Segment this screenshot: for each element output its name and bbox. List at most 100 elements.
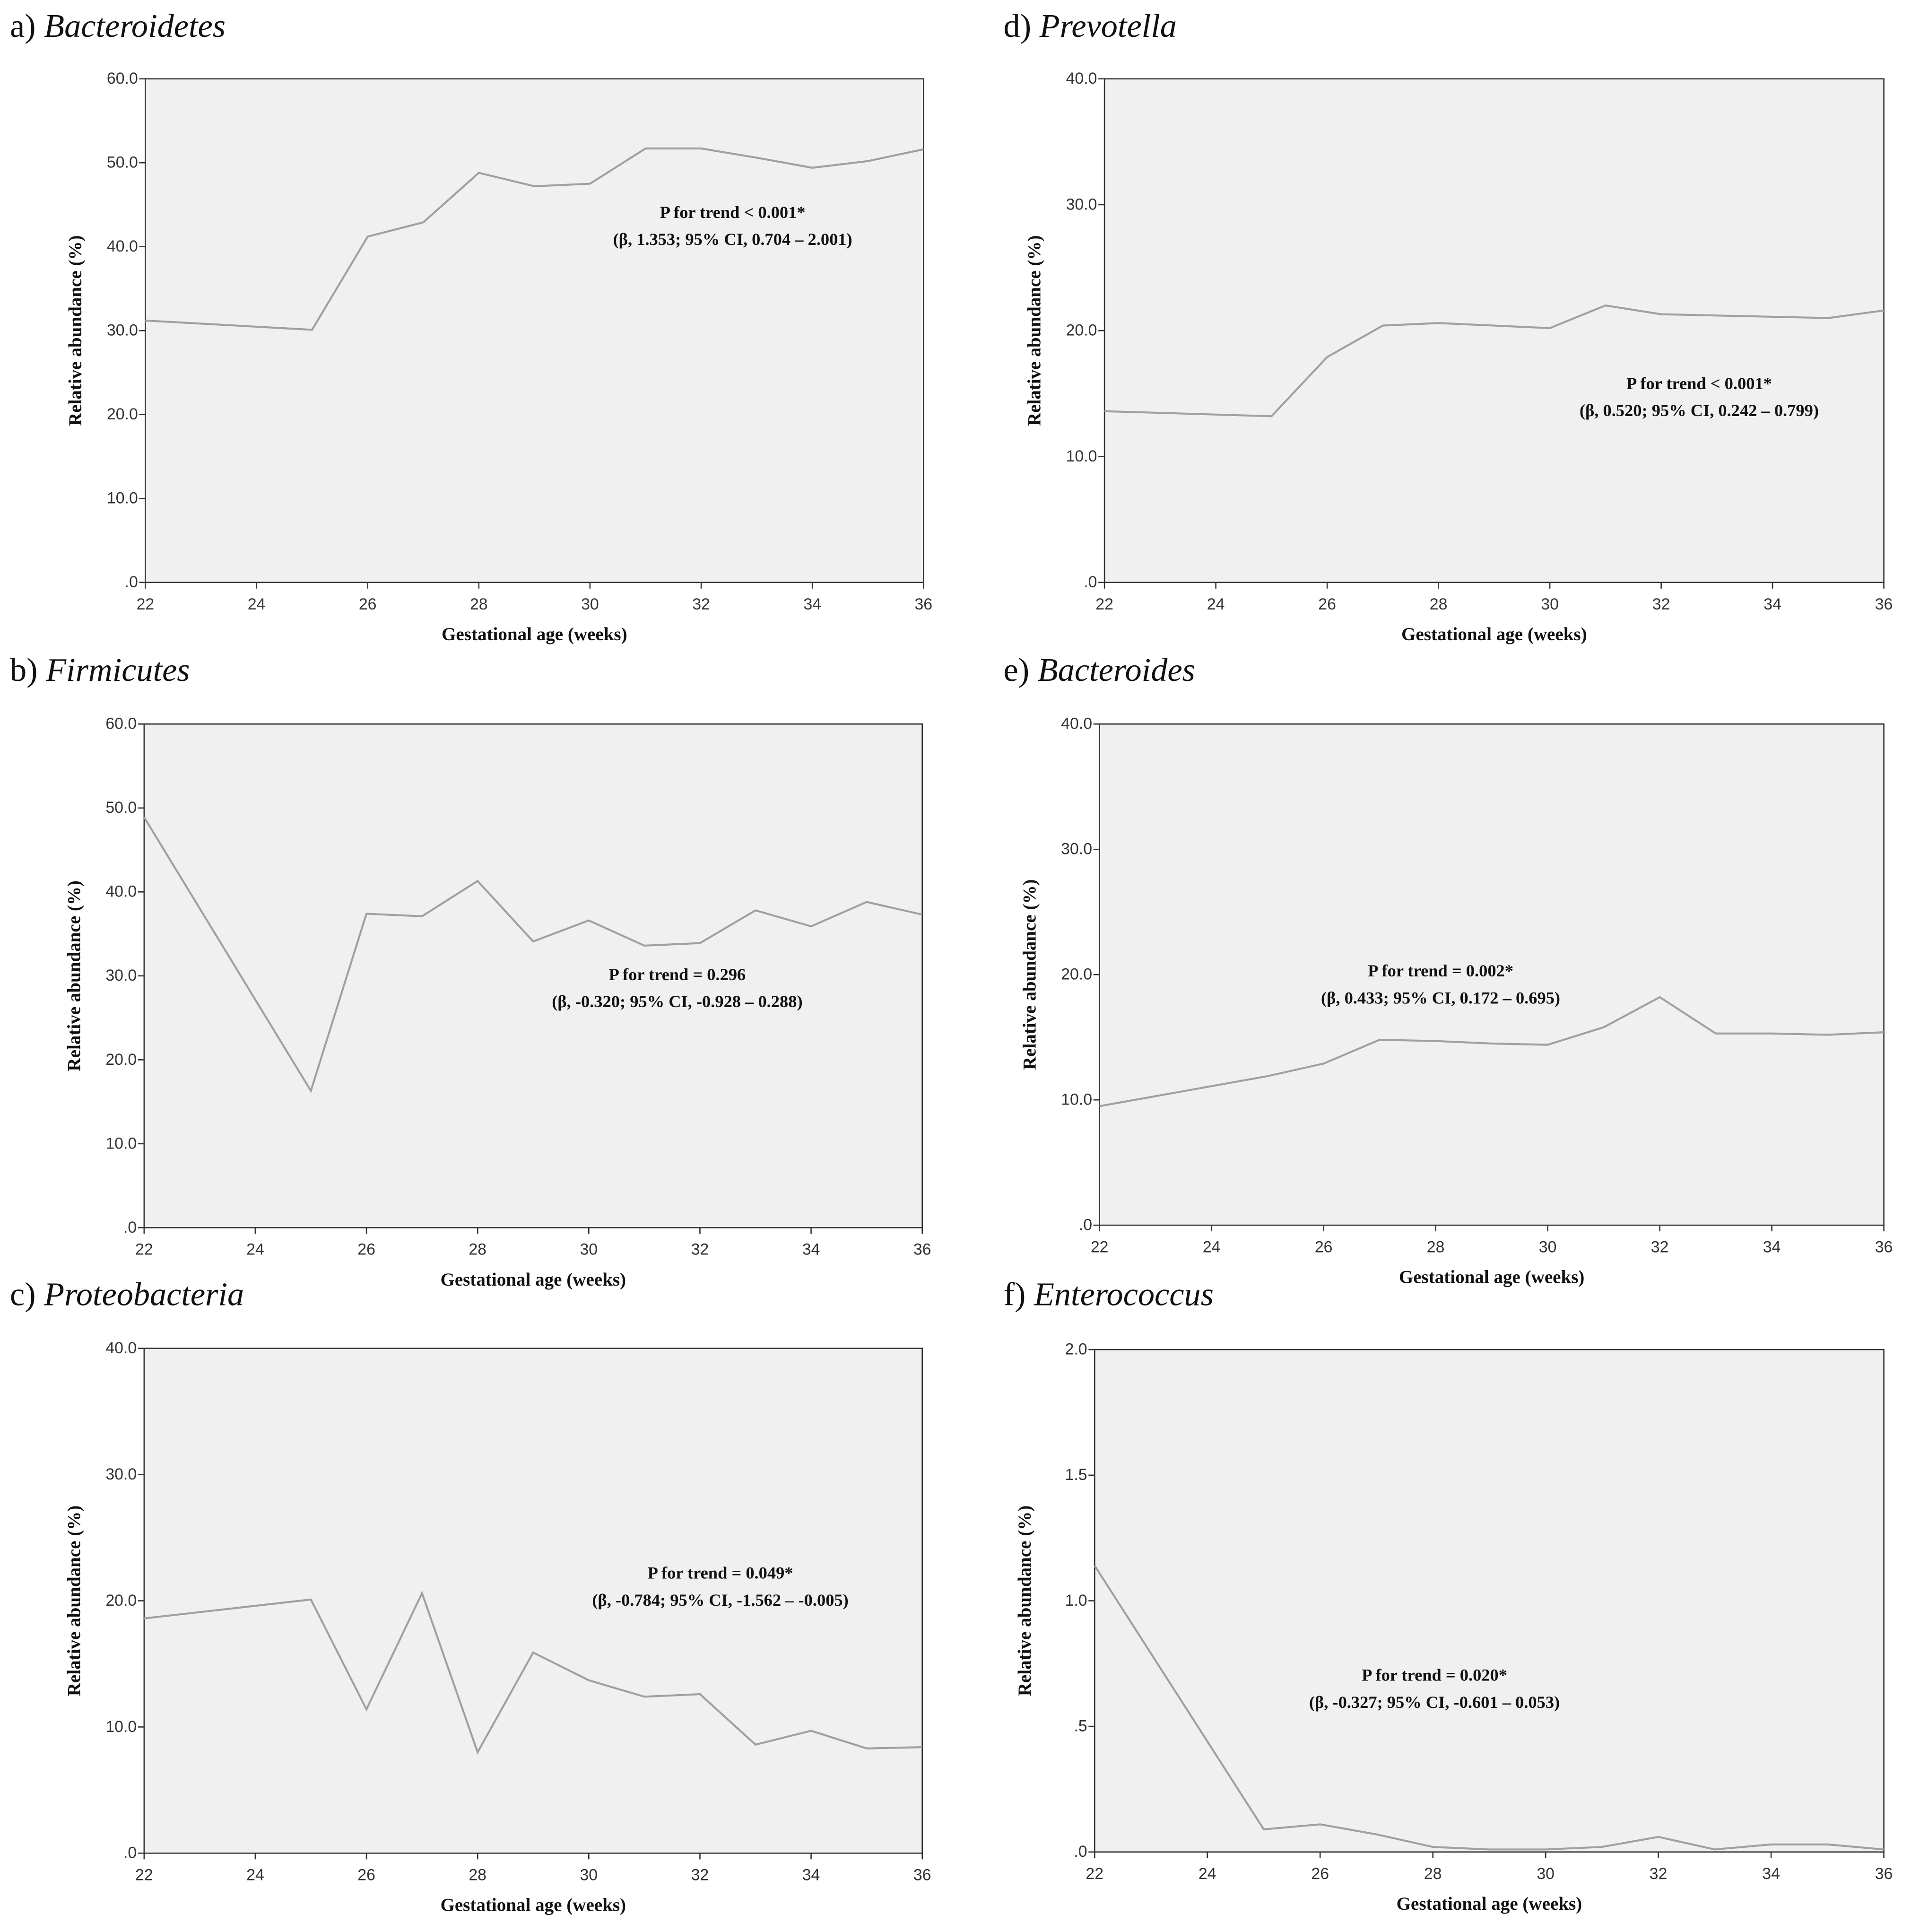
x-tick-label: 34 (1763, 1238, 1781, 1256)
x-tick-label: 34 (1762, 1865, 1780, 1883)
panel-title: c) Proteobacteria (10, 1276, 244, 1313)
x-tick-label: 24 (248, 595, 266, 613)
x-tick-label: 22 (1091, 1238, 1109, 1256)
x-tick-label: 22 (135, 1866, 153, 1884)
panel-label: c) (10, 1276, 36, 1313)
y-axis-label: Relative abundance (%) (1019, 879, 1040, 1070)
annotation: P for trend = 0.049* (648, 1564, 793, 1583)
x-tick-label: 28 (469, 1866, 486, 1884)
x-tick-label: 28 (470, 595, 488, 613)
data-line (144, 1590, 922, 1755)
annotation: (β, 0.520; 95% CI, 0.242 – 0.799) (1580, 401, 1819, 420)
x-axis-label: Gestational age (weeks) (440, 1895, 626, 1915)
y-tick-label: 50.0 (105, 799, 137, 817)
x-tick-label: 30 (580, 1866, 598, 1884)
panel-name: Firmicutes (45, 652, 190, 688)
data-line (145, 147, 924, 331)
x-tick-label: 22 (135, 1241, 153, 1259)
x-tick-label: 24 (246, 1866, 264, 1884)
y-tick-label: 1.0 (1065, 1592, 1087, 1610)
x-tick-label: 36 (1875, 1238, 1893, 1256)
x-tick-label: 36 (913, 1241, 931, 1259)
y-tick-label: 60.0 (107, 70, 138, 87)
y-axis-label: Relative abundance (%) (64, 1506, 84, 1696)
panel: d) Prevotella .0 10.0 20.0 30.0 40.0 22 24 26 28 3… (1004, 8, 1893, 644)
panel-name: Prevotella (1039, 8, 1177, 44)
plot-area (1099, 723, 1885, 1226)
y-tick-label: 10.0 (105, 1718, 137, 1736)
y-tick-label: .5 (1074, 1717, 1087, 1735)
x-tick-label: 32 (1651, 1238, 1669, 1256)
data-line (1104, 304, 1884, 418)
panel-title: d) Prevotella (1004, 8, 1177, 44)
x-tick-label: 26 (1318, 595, 1336, 613)
y-tick-label: 10.0 (107, 489, 138, 507)
y-tick-label: .0 (1074, 1843, 1087, 1861)
panel-label: a) (10, 8, 36, 44)
y-tick-label: 30.0 (105, 1465, 137, 1483)
x-tick-label: 32 (691, 1241, 709, 1259)
x-tick-label: 22 (137, 595, 155, 613)
plot-area (145, 78, 924, 583)
y-tick-label: 40.0 (107, 237, 138, 255)
data-line (1094, 1565, 1884, 1851)
y-tick-label: .0 (125, 573, 138, 591)
x-tick-label: 26 (357, 1866, 375, 1884)
y-tick-label: 30.0 (107, 322, 138, 339)
panel: b) Firmicutes .0 10.0 20.0 30.0 40.0 50.0 60.0 2… (10, 652, 931, 1290)
y-tick-label: 30.0 (1066, 195, 1097, 213)
y-tick-label: 40.0 (1061, 715, 1092, 733)
x-tick-label: 36 (1875, 595, 1893, 613)
panel-label: f) (1004, 1276, 1026, 1313)
annotation: (β, 0.433; 95% CI, 0.172 – 0.695) (1321, 988, 1560, 1007)
annotation: P for trend < 0.001* (1626, 374, 1772, 393)
y-tick-label: 10.0 (1066, 447, 1097, 465)
annotation: P for trend = 0.020* (1362, 1666, 1507, 1685)
panel-label: b) (10, 652, 38, 688)
x-tick-label: 34 (802, 1866, 820, 1884)
panel-title: b) Firmicutes (10, 652, 190, 688)
plot-area (143, 723, 923, 1228)
x-tick-label: 30 (580, 1241, 598, 1259)
x-tick-label: 26 (1311, 1865, 1329, 1883)
panel: f) Enterococcus .0 .5 1.0 1.5 2.0 22 24 26 28 30 32… (1004, 1276, 1893, 1914)
annotation: (β, 1.353; 95% CI, 0.704 – 2.001) (613, 230, 852, 249)
y-tick-label: 40.0 (105, 883, 137, 901)
annotation: (β, -0.327; 95% CI, -0.601 – 0.053) (1309, 1693, 1560, 1712)
panel-name: Proteobacteria (43, 1276, 244, 1313)
y-axis-label: Relative abundance (%) (65, 235, 86, 426)
annotation: P for trend < 0.001* (660, 203, 806, 222)
x-tick-label: 22 (1095, 595, 1113, 613)
y-tick-label: 40.0 (1066, 70, 1097, 87)
x-tick-label: 34 (1763, 595, 1781, 613)
annotation: (β, -0.320; 95% CI, -0.928 – 0.288) (552, 992, 802, 1011)
x-tick-label: 36 (914, 595, 932, 613)
x-tick-label: 32 (1650, 1865, 1668, 1883)
x-axis-label: Gestational age (weeks) (440, 1270, 626, 1290)
plot-area (143, 1348, 923, 1854)
x-tick-label: 30 (1539, 1238, 1557, 1256)
y-tick-label: .0 (123, 1844, 137, 1862)
y-tick-label: 20.0 (1061, 966, 1092, 983)
y-tick-label: 1.5 (1065, 1466, 1087, 1484)
annotation: P for trend = 0.002* (1368, 961, 1513, 980)
x-tick-label: 34 (802, 1241, 820, 1259)
x-tick-label: 26 (1315, 1238, 1333, 1256)
x-tick-label: 36 (1875, 1865, 1893, 1883)
x-tick-label: 32 (692, 595, 710, 613)
annotation: (β, -0.784; 95% CI, -1.562 – -0.005) (592, 1591, 848, 1610)
x-axis-label: Gestational age (weeks) (1401, 624, 1587, 644)
x-tick-label: 32 (1652, 595, 1670, 613)
y-tick-label: 30.0 (1061, 840, 1092, 858)
annotation: P for trend = 0.296 (609, 965, 746, 984)
x-axis-label: Gestational age (weeks) (442, 624, 627, 644)
panel-label: e) (1004, 652, 1030, 688)
x-axis-label: Gestational age (weeks) (1397, 1894, 1582, 1914)
x-tick-label: 24 (1199, 1865, 1216, 1883)
y-tick-label: .0 (1079, 1216, 1092, 1234)
x-tick-label: 28 (1424, 1865, 1442, 1883)
y-axis-label: Relative abundance (%) (1025, 235, 1045, 426)
y-tick-label: 40.0 (105, 1339, 137, 1357)
plot-area (1094, 1349, 1885, 1853)
